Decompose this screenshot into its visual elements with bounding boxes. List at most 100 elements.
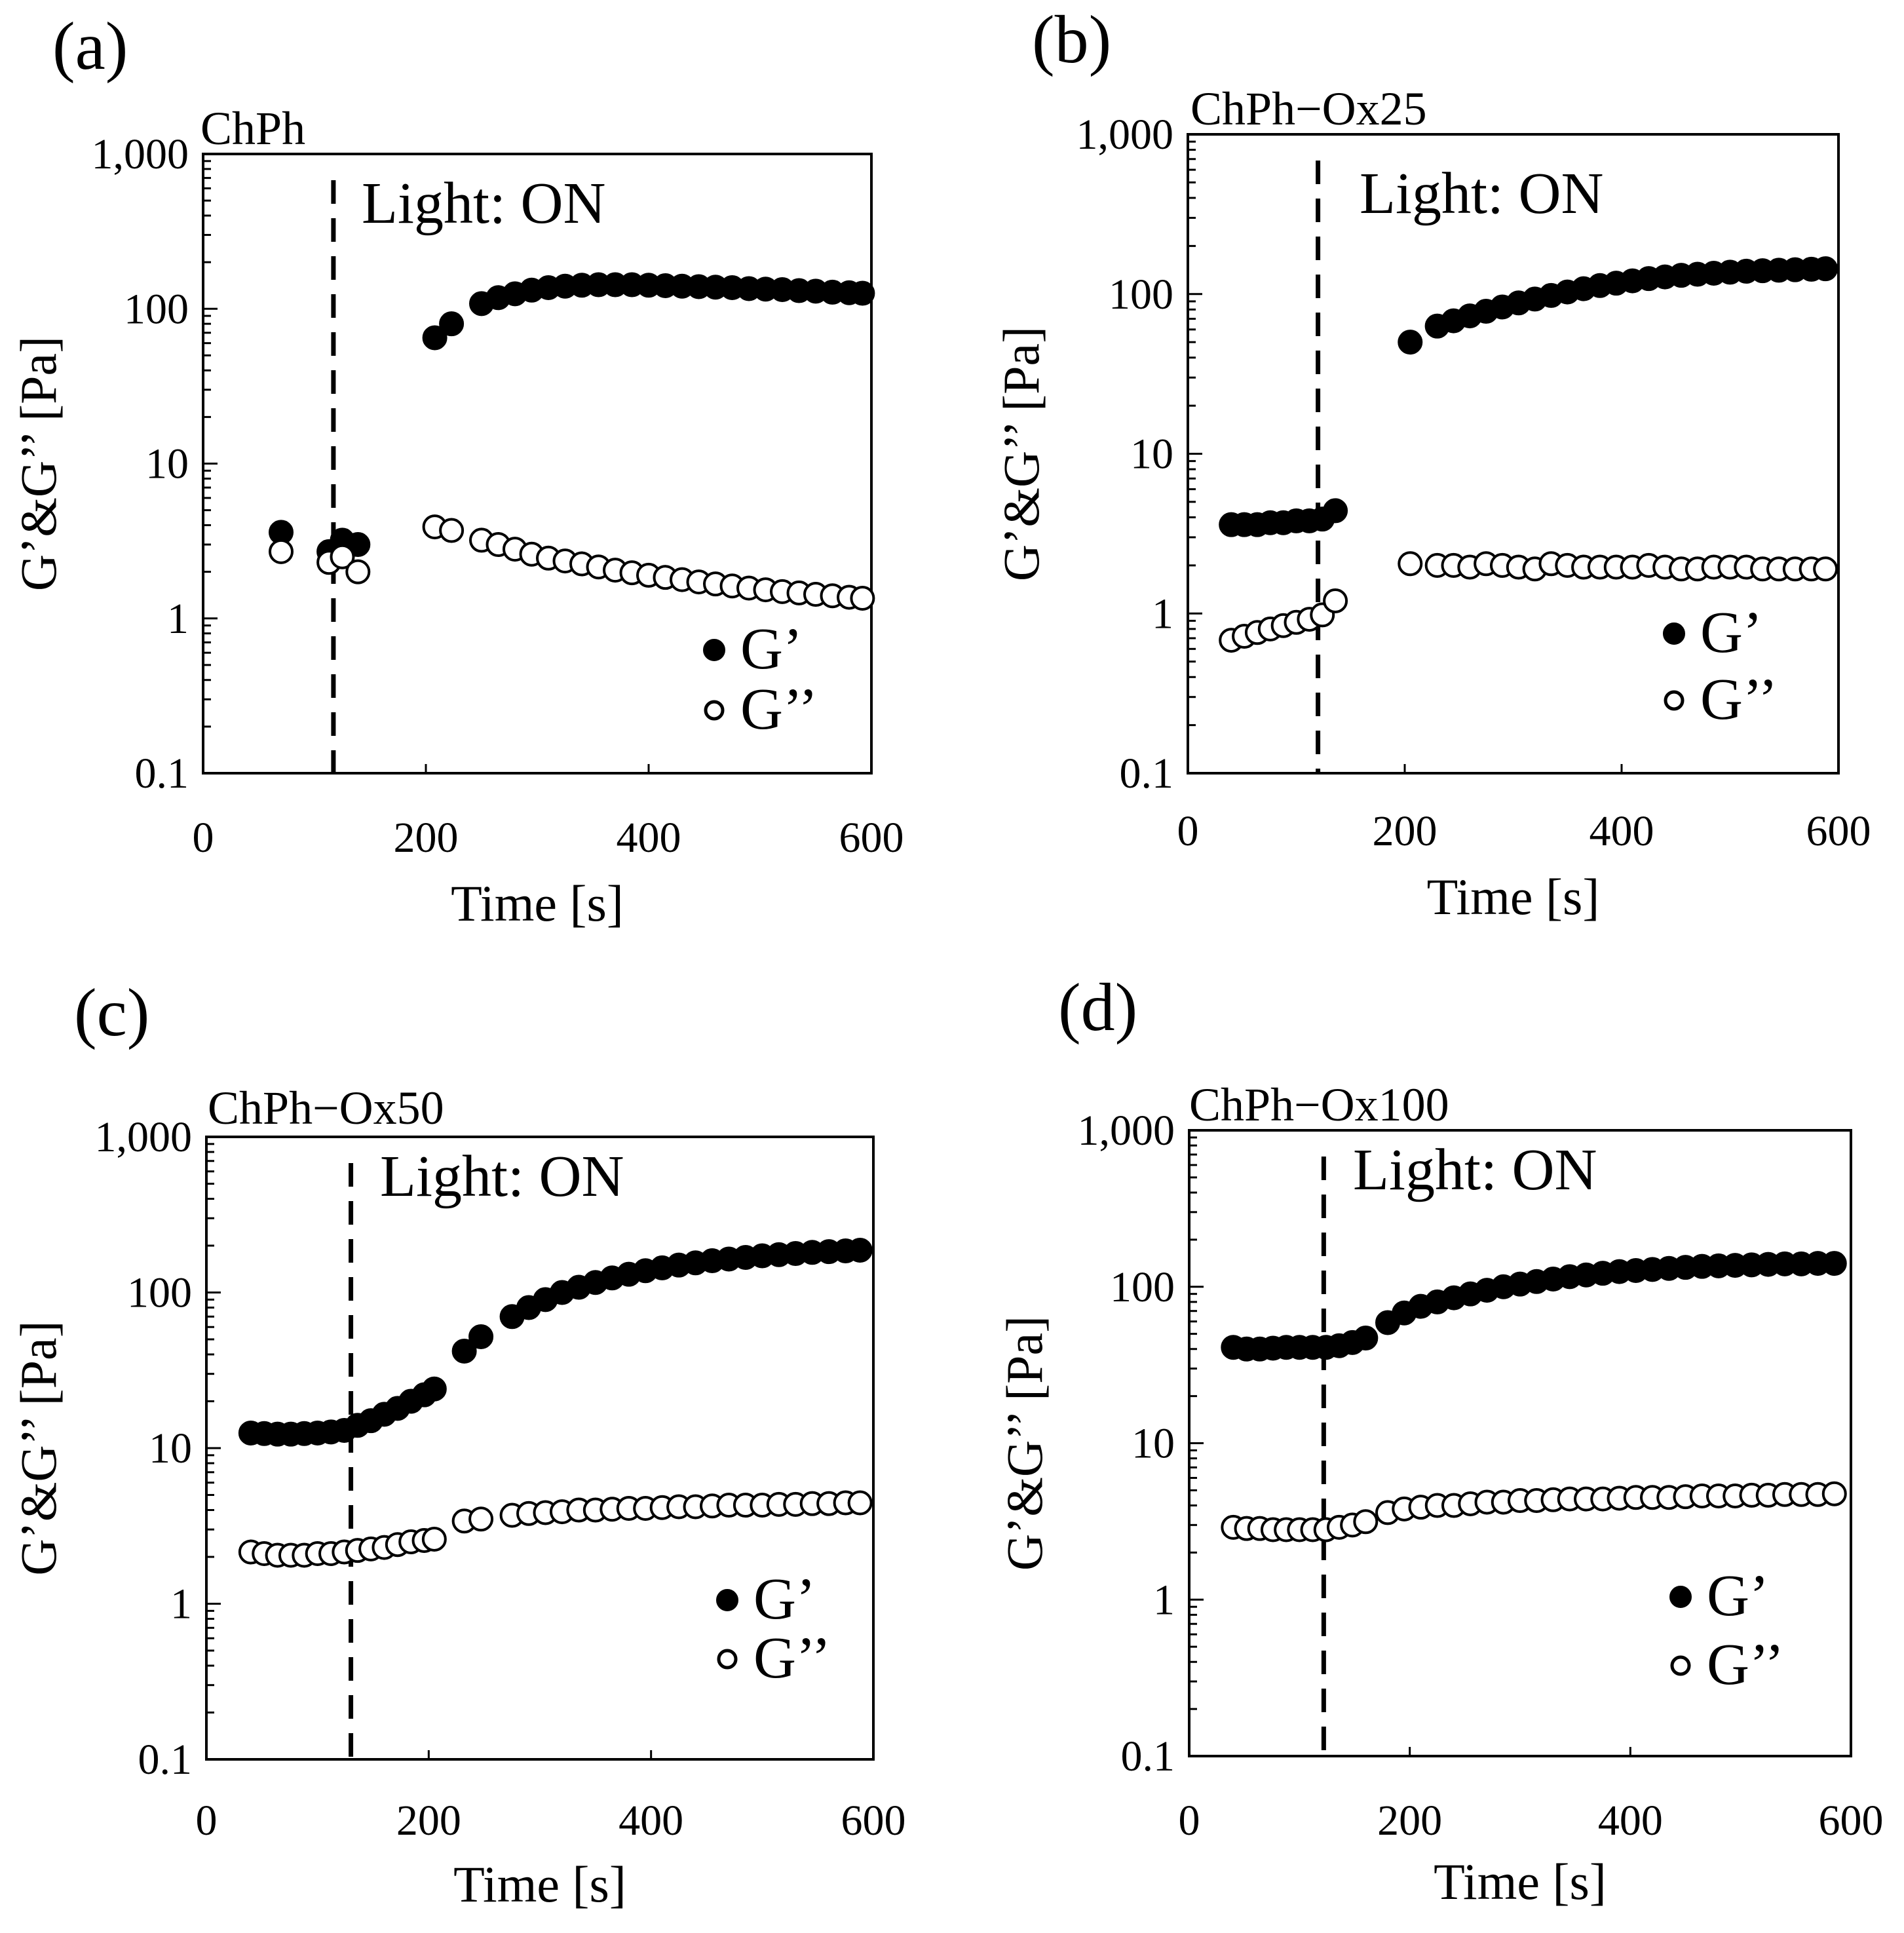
legend-label-g-double-prime: G’’ (753, 1626, 831, 1691)
g-double-prime-point (850, 585, 875, 611)
x-tick-label: 0 (193, 814, 214, 862)
legend-label-g-prime: G’ (1700, 600, 1762, 665)
panel-letter: (c) (74, 975, 149, 1050)
y-tick-label: 1 (170, 1580, 192, 1628)
panel-c: (c) ChPh−Ox50 0.1 1 10 100 1,000 0 200 400 600 Time… (10, 975, 906, 1913)
light-on-label: Light: ON (1360, 161, 1603, 226)
y-tick-label: 1,000 (1076, 111, 1174, 159)
y-tick-label: 1 (1153, 1576, 1175, 1624)
y-tick-label: 0.1 (135, 750, 189, 797)
legend-marker-g-double-prime (1664, 690, 1685, 711)
x-tick-label: 400 (619, 1797, 683, 1845)
x-tick-label: 600 (1819, 1797, 1884, 1845)
y-axis-label: G’&G’’ [Pa] (10, 336, 67, 591)
panel-letter: (d) (1058, 970, 1137, 1045)
y-tick-label: 10 (145, 440, 189, 488)
legend-label-g-double-prime: G’’ (740, 677, 818, 742)
g-double-prime-point (1323, 588, 1348, 613)
x-tick-label: 400 (1590, 807, 1654, 855)
chart-title: ChPh−Ox50 (208, 1082, 444, 1134)
light-on-label: Light: ON (380, 1144, 624, 1209)
x-tick-label: 0 (1177, 807, 1199, 855)
g-double-prime-point (439, 518, 465, 543)
g-prime-point (451, 1338, 477, 1364)
g-double-prime-point (1821, 1481, 1847, 1506)
y-axis-label: G’&G’’ [Pa] (993, 326, 1050, 581)
legend-marker-g-double-prime (1670, 1655, 1691, 1676)
y-tick-label: 0.1 (1121, 1732, 1175, 1780)
x-axis-label: Time [s] (1434, 1853, 1607, 1910)
y-tick-label: 10 (1130, 431, 1173, 478)
g-prime-point (1323, 498, 1348, 524)
g-prime-point (1821, 1251, 1847, 1276)
legend-label-g-double-prime: G’’ (1707, 1632, 1784, 1697)
y-tick-label: 10 (149, 1425, 192, 1472)
panel-letter: (a) (52, 9, 128, 84)
x-tick-label: 200 (394, 814, 459, 862)
panel-letter: (b) (1032, 2, 1111, 77)
light-on-label: Light: ON (362, 171, 605, 236)
y-tick-label: 1 (1152, 590, 1173, 638)
g-prime-point (1353, 1326, 1379, 1351)
legend-marker-g-double-prime (717, 1649, 738, 1670)
y-tick-label: 0.1 (138, 1736, 193, 1784)
y-tick-label: 0.1 (1120, 750, 1174, 797)
chart-title: ChPh−Ox25 (1190, 83, 1427, 135)
y-tick-label: 1,000 (95, 1113, 193, 1161)
x-tick-label: 400 (617, 814, 681, 862)
legend-label-g-prime: G’ (1707, 1563, 1769, 1628)
legend-label-g-double-prime: G’’ (1700, 667, 1778, 732)
g-double-prime-point (847, 1490, 873, 1516)
y-tick-label: 1,000 (92, 130, 189, 178)
y-tick-label: 1 (167, 595, 189, 643)
y-tick-label: 1,000 (1078, 1107, 1175, 1155)
legend-marker-g-prime (716, 1589, 738, 1611)
x-tick-label: 600 (1806, 807, 1871, 855)
legend-marker-g-prime (1669, 1586, 1692, 1608)
x-tick-label: 200 (396, 1797, 461, 1845)
chart-title: ChPh−Ox100 (1189, 1079, 1449, 1131)
light-on-label: Light: ON (1353, 1138, 1597, 1202)
panel-a: (a) ChPh 0.1 1 10 100 1,000 0 200 400 600 Time [s] G… (10, 9, 904, 932)
g-double-prime-point (1813, 556, 1838, 582)
x-tick-label: 200 (1373, 807, 1438, 855)
x-axis-label: Time [s] (451, 875, 624, 932)
y-tick-label: 10 (1132, 1420, 1175, 1468)
legend-marker-g-double-prime (704, 700, 725, 721)
x-tick-label: 0 (1179, 1797, 1200, 1845)
x-axis-label: Time [s] (1427, 868, 1600, 925)
legend-label-g-prime: G’ (740, 617, 803, 681)
g-double-prime-point (421, 1526, 447, 1552)
y-tick-label: 100 (1110, 1263, 1175, 1311)
g-double-prime-point (330, 544, 355, 569)
g-double-prime-point (269, 539, 294, 564)
y-tick-label: 100 (124, 285, 189, 333)
g-double-prime-point (1353, 1509, 1379, 1535)
legend-marker-g-prime (1663, 622, 1685, 645)
g-prime-point (439, 311, 465, 337)
g-prime-point (1398, 330, 1423, 355)
g-prime-point (422, 325, 447, 351)
g-prime-point (1813, 256, 1838, 282)
panel-d: (d) ChPh−Ox100 0.1 1 10 100 1,000 0 200 400 600 Tim… (996, 970, 1884, 1910)
x-tick-label: 400 (1598, 1797, 1663, 1845)
x-tick-label: 0 (196, 1797, 218, 1845)
y-axis-label: G’&G’’ [Pa] (10, 1320, 67, 1575)
x-tick-label: 600 (839, 814, 904, 862)
g-prime-point (850, 280, 875, 306)
g-double-prime-point (468, 1506, 494, 1532)
g-double-prime-point (345, 559, 371, 584)
x-tick-label: 600 (841, 1797, 906, 1845)
x-axis-label: Time [s] (453, 1856, 626, 1913)
y-axis-label: G’&G’’ [Pa] (996, 1316, 1053, 1571)
legend-label-g-prime: G’ (753, 1567, 816, 1632)
g-prime-point (468, 1324, 494, 1349)
g-double-prime-point (1398, 551, 1423, 577)
g-prime-point (421, 1376, 447, 1402)
legend-marker-g-prime (703, 639, 725, 661)
y-tick-label: 100 (127, 1269, 192, 1317)
panel-b: (b) ChPh−Ox25 0.1 1 10 100 1,000 0 200 400 600 Time… (993, 2, 1871, 925)
chart-title: ChPh (200, 102, 305, 155)
x-tick-label: 200 (1377, 1797, 1442, 1845)
